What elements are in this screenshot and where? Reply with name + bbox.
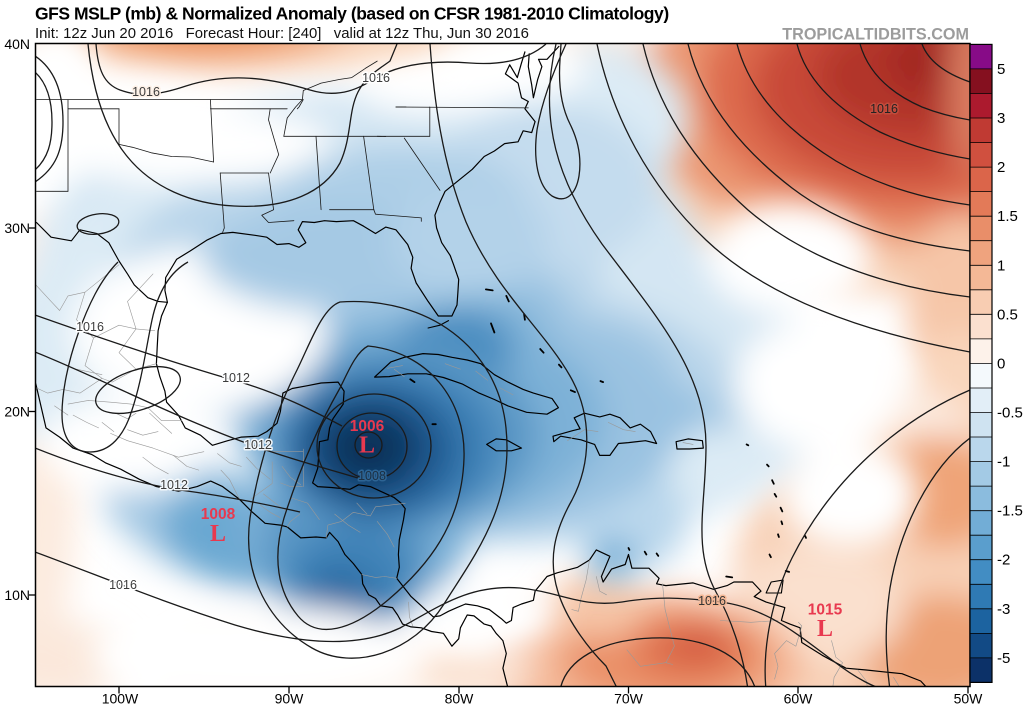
svg-text:1016: 1016 xyxy=(76,320,104,334)
svg-text:1012: 1012 xyxy=(160,478,188,492)
svg-text:1012: 1012 xyxy=(222,371,250,385)
svg-text:-3: -3 xyxy=(997,601,1010,618)
svg-text:50W: 50W xyxy=(954,691,984,706)
svg-text:10N: 10N xyxy=(4,587,30,603)
svg-text:30N: 30N xyxy=(4,220,30,236)
svg-text:L: L xyxy=(817,616,833,642)
svg-text:1: 1 xyxy=(997,257,1005,274)
svg-text:L: L xyxy=(210,521,226,547)
svg-text:TROPICALTIDBITS.COM: TROPICALTIDBITS.COM xyxy=(782,26,969,44)
svg-text:70W: 70W xyxy=(614,691,644,706)
svg-text:90W: 90W xyxy=(275,691,305,706)
svg-text:3: 3 xyxy=(997,110,1005,127)
svg-text:2: 2 xyxy=(997,159,1005,176)
svg-text:5: 5 xyxy=(997,61,1005,78)
svg-text:0.5: 0.5 xyxy=(997,306,1018,323)
svg-text:1006: 1006 xyxy=(350,418,385,435)
svg-text:100W: 100W xyxy=(102,691,139,706)
svg-text:1008: 1008 xyxy=(358,469,386,483)
svg-text:40N: 40N xyxy=(4,36,30,52)
svg-text:0: 0 xyxy=(997,355,1005,372)
svg-text:-2: -2 xyxy=(997,552,1010,569)
svg-text:60W: 60W xyxy=(784,691,814,706)
svg-text:-1: -1 xyxy=(997,454,1010,471)
svg-text:1016: 1016 xyxy=(132,85,160,99)
svg-text:1016: 1016 xyxy=(698,594,726,608)
svg-text:80W: 80W xyxy=(445,691,475,706)
svg-text:1008: 1008 xyxy=(201,506,236,523)
svg-text:L: L xyxy=(359,433,375,459)
svg-text:Init: 12z Jun 20 2016 Foreca: Init: 12z Jun 20 2016 Forecast Hour: [24… xyxy=(35,26,529,42)
svg-text:1016: 1016 xyxy=(870,102,898,116)
svg-text:-1.5: -1.5 xyxy=(997,503,1023,520)
svg-text:GFS MSLP (mb) & Normalized Ano: GFS MSLP (mb) & Normalized Anomaly (base… xyxy=(35,4,669,24)
svg-text:1016: 1016 xyxy=(362,71,390,85)
svg-text:-0.5: -0.5 xyxy=(997,405,1023,422)
svg-text:-5: -5 xyxy=(997,650,1010,667)
svg-text:1.5: 1.5 xyxy=(997,208,1018,225)
svg-text:1015: 1015 xyxy=(808,602,843,619)
svg-text:1012: 1012 xyxy=(244,438,272,452)
svg-text:1016: 1016 xyxy=(109,578,137,592)
svg-text:20N: 20N xyxy=(4,404,30,420)
